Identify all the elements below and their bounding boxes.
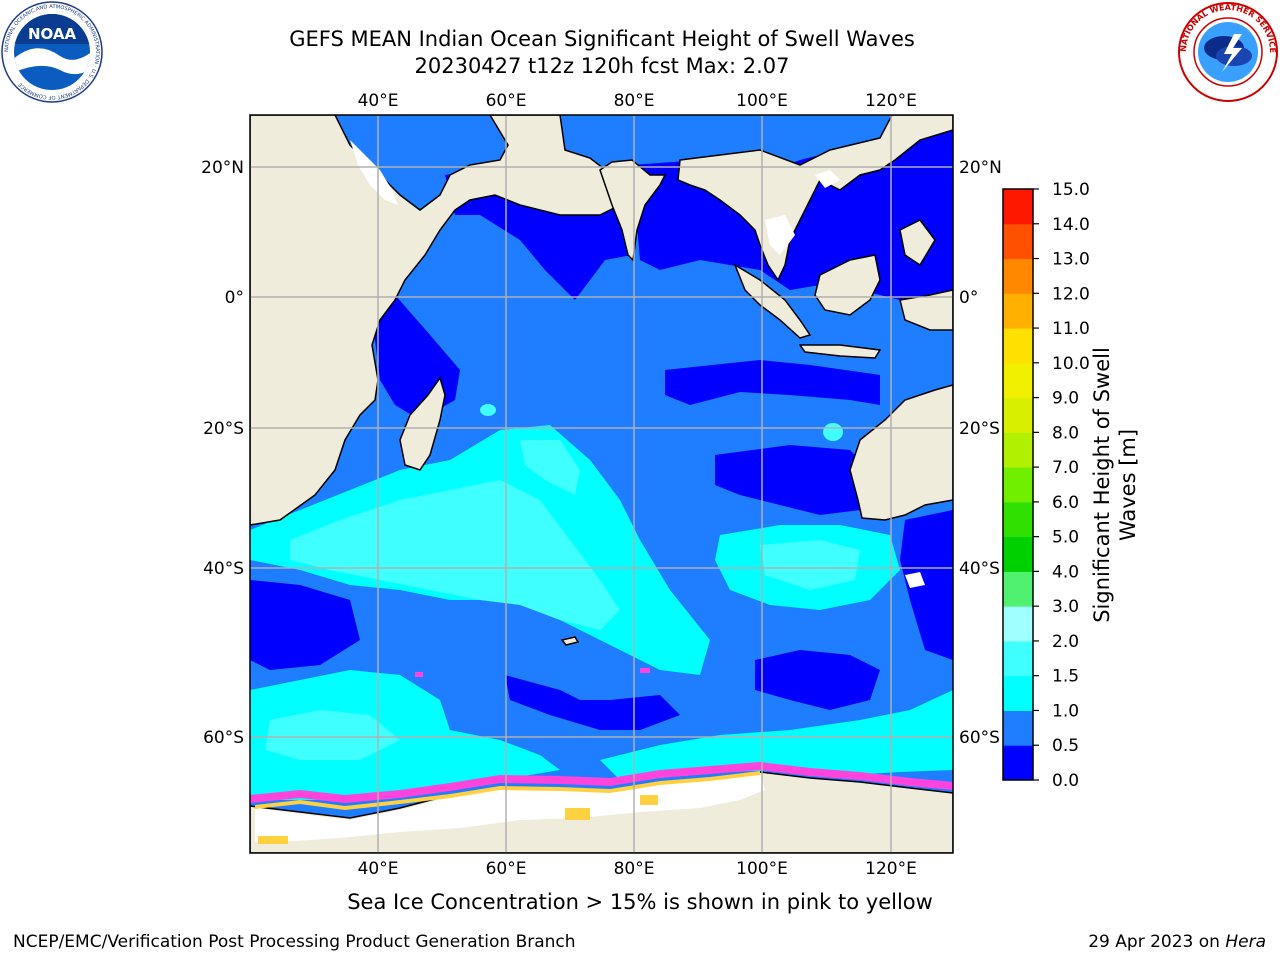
lon-top-label: 60°E [486, 91, 527, 111]
date-host: Hera [1225, 932, 1266, 952]
credit-text: NCEP/EMC/Verification Post Processing Pr… [13, 932, 576, 952]
colorbar-tick-label: 4.0 [1052, 562, 1079, 582]
colorbar-tick-label: 15.0 [1052, 180, 1090, 200]
lat-right-label: 60°S [959, 728, 1000, 748]
colorbar-title: Significant Height of Swell Waves [m] [1089, 347, 1141, 623]
colorbar-swatch [1003, 640, 1033, 677]
lat-right-label: 40°S [959, 559, 1000, 579]
no-data-areas [255, 140, 925, 842]
colorbar-title-line2: Waves [m] [1116, 428, 1140, 542]
colorbar-swatch [1003, 223, 1033, 260]
lon-top-label: 80°E [614, 91, 655, 111]
colorbar-swatch [1003, 606, 1033, 642]
colorbar-swatch [1003, 432, 1033, 468]
lon-top-label: 120°E [865, 91, 917, 111]
date-text: 29 Apr 2023 on Hera [1088, 932, 1266, 952]
colorbar-tick-label: 5.0 [1052, 528, 1079, 548]
colorbar-tick-label: 0.0 [1052, 771, 1079, 791]
colorbar-tick-label: 10.0 [1052, 354, 1090, 374]
lon-bottom-label: 60°E [486, 859, 527, 879]
colorbar-swatch [1003, 362, 1033, 399]
colorbar-swatch [1003, 293, 1033, 329]
lat-left-label: 0° [225, 288, 244, 308]
lon-top-label: 100°E [736, 91, 788, 111]
lon-top-label: 40°E [358, 91, 399, 111]
lon-bottom-label: 80°E [614, 859, 655, 879]
sea-ice-footnote: Sea Ice Concentration > 15% is shown in … [347, 890, 933, 914]
colorbar-tick-label: 1.0 [1052, 701, 1079, 721]
colorbar-swatch [1003, 745, 1033, 781]
colorbar-tick-label: 13.0 [1052, 250, 1090, 270]
chart-subtitle: 20230427 t12z 120h fcst Max: 2.07 [414, 54, 790, 78]
lon-bottom-label: 40°E [358, 859, 399, 879]
colorbar-tick-label: 3.0 [1052, 597, 1079, 617]
date-label: 29 Apr 2023 on [1088, 932, 1226, 952]
colorbar-swatch [1003, 467, 1033, 503]
chart-title: GEFS MEAN Indian Ocean Significant Heigh… [289, 27, 915, 51]
noaa-logo-text: NOAA [28, 25, 77, 43]
land-masses [250, 115, 953, 853]
colorbar-swatch [1003, 675, 1033, 711]
lat-left-label: 40°S [203, 559, 244, 579]
colorbar-tick-label: 6.0 [1052, 493, 1079, 513]
noaa-logo: NOAA NATIONAL OCEANIC AND ATMOSPHERIC AD… [1, 1, 103, 103]
colorbar-tick-label: 2.0 [1052, 632, 1079, 652]
colorbar-swatch [1003, 710, 1033, 746]
colorbar-tick-label: 14.0 [1052, 215, 1090, 235]
colorbar-tick-label: 0.5 [1052, 736, 1079, 756]
colorbar-frame [1002, 188, 1034, 781]
colorbar-swatch [1003, 501, 1033, 538]
colorbar-tick-label: 1.5 [1052, 667, 1079, 687]
lon-bottom-label: 120°E [865, 859, 917, 879]
lat-left-label: 60°S [203, 728, 244, 748]
colorbar-tick-label: 7.0 [1052, 458, 1079, 478]
lat-left-label: 20°N [201, 158, 244, 178]
lat-right-label: 0° [959, 288, 978, 308]
lon-bottom-label: 100°E [736, 859, 788, 879]
colorbar-tick-label: 11.0 [1052, 319, 1090, 339]
map-frame [249, 114, 954, 854]
colorbar-title-line1: Significant Height of Swell [1090, 347, 1114, 623]
lat-right-label: 20°S [959, 419, 1000, 439]
colorbar-swatch [1003, 328, 1033, 364]
nws-logo: NATIONAL WEATHER SERVICE [1178, 2, 1278, 102]
colorbar-tick-label: 8.0 [1052, 423, 1079, 443]
graticule [250, 115, 953, 853]
sea-ice-band [250, 668, 953, 844]
colorbar-tick-label: 9.0 [1052, 389, 1079, 409]
lat-left-label: 20°S [203, 419, 244, 439]
colorbar-tick-label: 12.0 [1052, 284, 1090, 304]
colorbar-swatch [1003, 397, 1033, 433]
colorbar-swatch [1003, 189, 1033, 225]
colorbar-swatch [1003, 258, 1033, 294]
colorbar-swatch [1003, 536, 1033, 572]
colorbar-swatch [1003, 571, 1033, 607]
swell-zone-1.5-2.0 [265, 404, 860, 760]
lat-right-label: 20°N [959, 158, 1002, 178]
